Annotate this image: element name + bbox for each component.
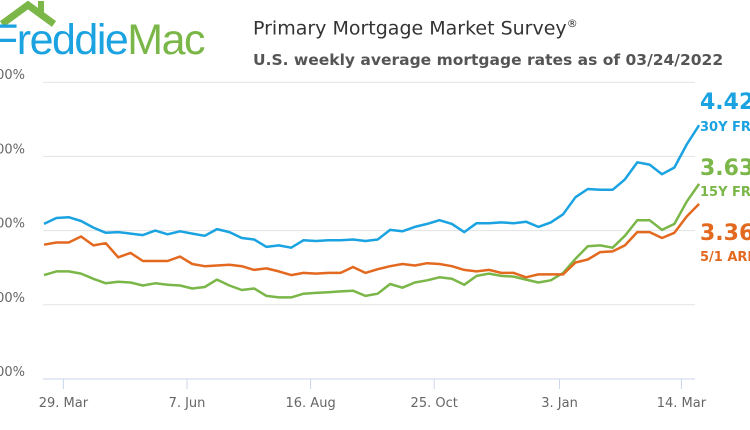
latest-15y-value: 3.63% [700,156,750,181]
latest-30y-value: 4.42% [700,90,750,115]
chart-subtitle: U.S. weekly average mortgage rates as of… [253,51,724,69]
x-tick-label: 29. Mar [39,396,89,411]
series-line-5-1-arm [43,203,700,279]
legend-30y-label: 30Y FRM [700,120,750,135]
x-tick-label: 25. Oct [411,396,458,411]
logo-text-mac: Mac [127,16,205,64]
chart-title: Primary Mortgage Market Survey® [253,17,578,40]
y-tick-label: 3.00% [0,217,25,232]
y-tick-label: 1.00% [0,365,25,380]
latest-arm-value: 3.36% [700,221,750,246]
legend-15y-label: 15Y FRM [700,185,750,200]
series-line-30y-frm [43,124,701,249]
y-tick-label: 2.00% [0,291,25,306]
y-tick-label: 4.00% [0,142,25,157]
x-tick-label: 3. Jan [541,396,578,411]
x-tick-label: 14. Mar [657,396,707,411]
x-tick-label: 16. Aug [286,396,336,411]
legend-arm-label: 5/1 ARM [700,250,750,265]
y-tick-label: 5.00% [0,68,25,83]
series-line-15y-frm [43,183,701,299]
logo-text-freddie: Freddie [0,16,129,64]
x-tick-label: 7. Jun [169,396,206,411]
house-roof-icon [0,0,57,27]
freddie-mac-logo: FreddieMac [0,0,232,64]
